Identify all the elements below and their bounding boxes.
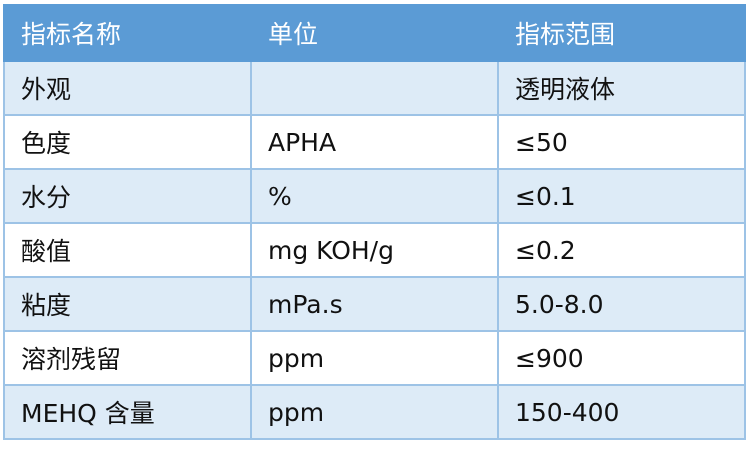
header-unit: 单位 [250,4,499,62]
cell-name: 色度 [3,114,252,170]
table-row: 溶剂残留 ppm ≤900 [3,330,746,386]
cell-range: ≤50 [497,114,746,170]
cell-range: ≤0.2 [497,222,746,278]
cell-unit [250,60,499,116]
header-row: 指标名称 单位 指标范围 [3,4,746,62]
cell-range: 透明液体 [497,60,746,116]
cell-unit: mg KOH/g [250,222,499,278]
cell-name: MEHQ 含量 [3,384,252,440]
table-row: MEHQ 含量 ppm 150-400 [3,384,746,440]
cell-unit: APHA [250,114,499,170]
cell-unit: ppm [250,330,499,386]
table-row: 外观 透明液体 [3,60,746,116]
header-name: 指标名称 [3,4,252,62]
cell-name: 酸值 [3,222,252,278]
table-row: 酸值 mg KOH/g ≤0.2 [3,222,746,278]
header-range: 指标范围 [497,4,746,62]
cell-range: ≤900 [497,330,746,386]
cell-range: 5.0-8.0 [497,276,746,332]
table-row: 水分% ≤0.1 [3,168,746,224]
cell-unit: ppm [250,384,499,440]
cell-range: 150-400 [497,384,746,440]
cell-unit: mPa.s [250,276,499,332]
spec-table: 指标名称 单位 指标范围 外观 透明液体 色度 APHA ≤50 水分% ≤0.1 酸值 mg … [3,4,746,440]
cell-range: ≤0.1 [497,168,746,224]
table-row: 粘度 mPa.s 5.0-8.0 [3,276,746,332]
cell-unit: % [250,168,499,224]
cell-name: 外观 [3,60,252,116]
cell-name: 粘度 [3,276,252,332]
cell-name: 溶剂残留 [3,330,252,386]
table-row: 色度 APHA ≤50 [3,114,746,170]
cell-name: 水分 [3,168,252,224]
